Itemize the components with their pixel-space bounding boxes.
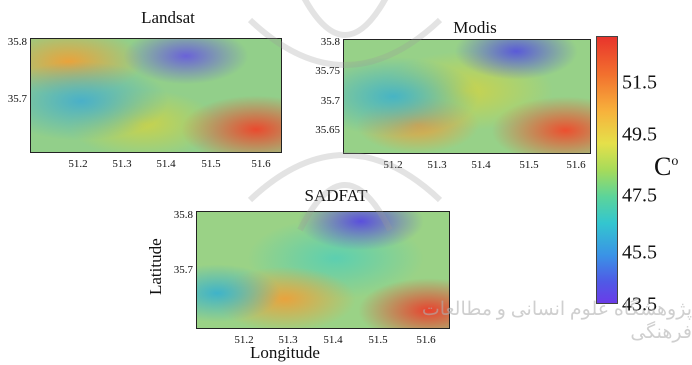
modis-xtick: 51.2 bbox=[383, 159, 403, 171]
unit-degree: o bbox=[671, 154, 679, 169]
colorbar-unit: Co bbox=[654, 152, 678, 182]
landsat-xtick: 51.4 bbox=[156, 158, 176, 170]
colorbar-tick: 45.5 bbox=[622, 241, 657, 264]
sadfat-xtick: 51.5 bbox=[368, 334, 388, 346]
colorbar-tick: 49.5 bbox=[622, 123, 657, 146]
landsat-ytick: 35.7 bbox=[7, 93, 27, 105]
sadfat-xtick: 51.4 bbox=[323, 334, 343, 346]
modis-xtick: 51.5 bbox=[519, 159, 539, 171]
colorbar-tick: 51.5 bbox=[622, 71, 657, 94]
modis-ytick: 35.75 bbox=[315, 65, 340, 77]
landsat-xtick: 51.5 bbox=[201, 158, 221, 170]
landsat-map bbox=[30, 38, 282, 153]
modis-xtick: 51.6 bbox=[566, 159, 586, 171]
landsat-xtick: 51.6 bbox=[251, 158, 271, 170]
modis-ytick: 35.65 bbox=[315, 124, 340, 136]
sadfat-xtick: 51.6 bbox=[416, 334, 436, 346]
modis-map bbox=[343, 39, 591, 154]
sadfat-map bbox=[196, 211, 450, 329]
modis-xtick: 51.3 bbox=[427, 159, 447, 171]
landsat-xtick: 51.3 bbox=[112, 158, 132, 170]
landsat-heatmap bbox=[31, 39, 281, 152]
sadfat-title: SADFAT bbox=[304, 186, 368, 205]
y-axis-label: Latitude bbox=[146, 238, 165, 295]
landsat-title: Landsat bbox=[141, 8, 195, 27]
sadfat-heatmap bbox=[197, 212, 449, 328]
sadfat-ytick: 35.8 bbox=[173, 209, 193, 221]
sadfat-xtick: 51.2 bbox=[234, 334, 254, 346]
unit-base: C bbox=[654, 152, 672, 181]
landsat-xtick: 51.2 bbox=[68, 158, 88, 170]
landsat-ytick: 35.8 bbox=[7, 36, 27, 48]
modis-heatmap bbox=[344, 40, 590, 153]
colorbar-tick: 43.5 bbox=[622, 293, 657, 316]
modis-ytick: 35.8 bbox=[320, 36, 340, 48]
modis-ytick: 35.7 bbox=[320, 95, 340, 107]
colorbar bbox=[596, 36, 618, 304]
sadfat-xtick: 51.3 bbox=[278, 334, 298, 346]
modis-xtick: 51.4 bbox=[471, 159, 491, 171]
x-axis-label: Longitude bbox=[250, 343, 320, 362]
sadfat-ytick: 35.7 bbox=[173, 264, 193, 276]
modis-title: Modis bbox=[453, 18, 497, 37]
colorbar-tick: 47.5 bbox=[622, 184, 657, 207]
